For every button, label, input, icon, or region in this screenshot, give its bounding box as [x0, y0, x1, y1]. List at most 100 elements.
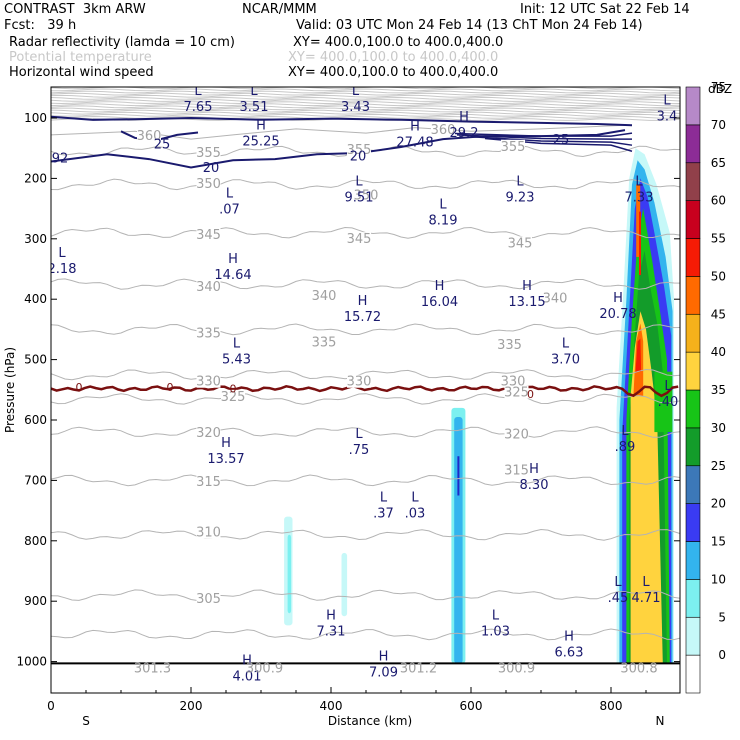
theta-contour-360 [51, 124, 626, 140]
wind-contour-dense-1 [456, 134, 632, 140]
theta-label: 310 [196, 526, 221, 541]
radar-green-right [654, 371, 673, 433]
extremum-value: 5.43 [222, 353, 251, 368]
extremum-value: .37 [373, 507, 394, 522]
extremum-value: .89 [615, 440, 636, 455]
extremum-value: .45 [608, 591, 629, 606]
theta-label-bg-23 [196, 475, 221, 489]
colorbar-swatch [685, 351, 701, 391]
y-tick-label: 900 [24, 594, 47, 608]
theta-strat-8 [51, 103, 680, 107]
extremum-value: 9.51 [345, 191, 374, 206]
extremum-value: 16.04 [421, 295, 458, 310]
x-tick-label: 400 [320, 699, 343, 713]
extremum-marker: H [379, 649, 389, 664]
colorbar-swatch [685, 465, 701, 504]
zero-contour-label: 0 [527, 388, 534, 401]
theta-label-bg-7 [196, 227, 221, 241]
extremum-marker: H [529, 462, 539, 477]
zero-contour-label: 0 [76, 381, 83, 394]
x-tick-label: 0 [47, 699, 55, 713]
extremum-marker: L [562, 337, 570, 352]
surface-theta-label: 300.8 [620, 661, 657, 676]
extremum-marker: L [380, 491, 388, 506]
extremum-marker: L [635, 175, 643, 190]
valid-time: Valid: 03 UTC Mon 24 Feb 14 (13 ChT Mon … [296, 18, 643, 33]
theta-label: 335 [497, 338, 522, 353]
theta-strat-2 [51, 90, 680, 94]
colorbar-label: 10 [711, 572, 726, 586]
theta-label-bg-26 [196, 592, 221, 606]
theta-label-bg-4 [501, 139, 525, 153]
theta-label-bg-5 [196, 177, 221, 191]
theta-label: 325 [221, 390, 246, 405]
theta-label: 355 [196, 146, 221, 161]
title-left: CONTRAST 3km ARW [4, 2, 146, 17]
colorbar-label: 65 [711, 156, 726, 170]
extremum-marker: H [228, 252, 238, 267]
extremum-value: 2.18 [48, 262, 77, 277]
extremum-marker: L [614, 575, 622, 590]
theta-label-bg-0 [137, 128, 161, 142]
extremum-marker: L [355, 427, 363, 442]
colorbar-label: 55 [711, 232, 726, 246]
wind-contour-label: 20 [350, 149, 367, 164]
theta-label: 360 [137, 129, 162, 144]
y-tick-label: 400 [24, 292, 47, 306]
extremum-marker: L [642, 575, 650, 590]
extremum-value: 29.2 [450, 126, 479, 141]
extremum-value: 3.51 [240, 100, 269, 115]
colorbar-label: 70 [711, 118, 726, 132]
theta-contour-3 [51, 278, 680, 290]
colorbar-label: 15 [711, 535, 726, 549]
colorbar-label: 0 [718, 648, 726, 662]
theta-strat-9 [51, 105, 680, 109]
extremum-value: 3.70 [551, 353, 580, 368]
wind-contour-label: 25 [553, 133, 570, 148]
extremum-value: 27.48 [396, 136, 433, 151]
theta-contour-1 [51, 178, 680, 191]
colorbar-unit: dBZ [708, 82, 732, 96]
zero-contour-label: 0 [167, 381, 174, 394]
extremum-marker: H [358, 294, 368, 309]
surface-theta-label: 300.9 [246, 661, 283, 676]
theta-label-bg-3 [347, 142, 371, 156]
extremum-value: 7.31 [317, 624, 346, 639]
y-tick-label: 200 [24, 171, 47, 185]
theta-label: 340 [312, 289, 337, 304]
extremum-marker: L [352, 84, 360, 99]
theta-label-bg-14 [312, 335, 336, 349]
colorbar-label: 20 [711, 497, 726, 511]
theta-label: 345 [347, 232, 372, 247]
theta-strat-3 [51, 92, 680, 96]
theta-label-bg-1 [431, 122, 455, 136]
y-tick-label: 600 [24, 413, 47, 427]
radar-band-7 [635, 338, 642, 372]
wind-contour-label: 20 [203, 161, 220, 176]
x-end-label-south: S [82, 714, 90, 728]
theta-label: 320 [504, 427, 529, 442]
theta-label-bg-25 [196, 525, 221, 539]
theta-contour-5 [51, 368, 680, 381]
extremum-value: 7.09 [369, 665, 398, 680]
colorbar-swatch [685, 313, 701, 353]
extremum-marker: L [492, 608, 500, 623]
field-name-reflectivity: Radar reflectivity (lamda = 10 cm) [9, 35, 235, 50]
plot-content: 360 360 355 355 355 350 350 345 345 345 340 340 340 3… [48, 84, 680, 685]
theta-label: 360 [431, 123, 456, 138]
colorbar: 0 5 10 15 20 25 30 35 40 45 50 55 60 65 70 75 [685, 80, 726, 694]
extremum-value: 4.71 [632, 591, 661, 606]
colorbar-label: 60 [711, 194, 726, 208]
theta-label-bg-21 [196, 426, 221, 440]
theta-label-bg-10 [196, 279, 221, 293]
theta-label-bg-15 [497, 337, 522, 351]
radar-core-upper-red [639, 211, 641, 276]
extremum-value: 7.33 [625, 191, 654, 206]
colorbar-swatch [685, 427, 701, 467]
theta-contour-8 [51, 474, 680, 487]
theta-label: 345 [508, 236, 533, 251]
y-tick-label: 300 [24, 232, 47, 246]
theta-label: 320 [196, 426, 221, 441]
theta-label: 350 [196, 177, 221, 192]
